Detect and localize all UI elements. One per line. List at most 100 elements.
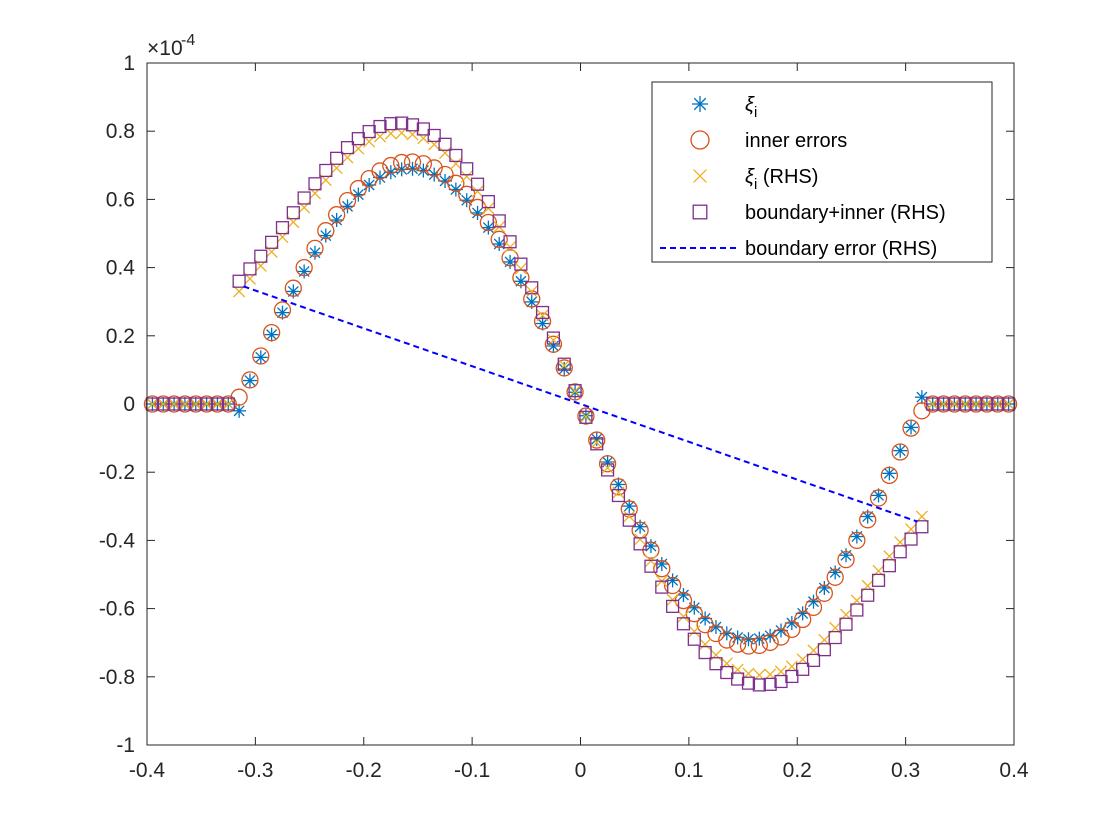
data-point (297, 264, 312, 279)
data-point (796, 662, 810, 676)
x-stroke (970, 397, 983, 411)
asterisk-stroke (482, 222, 494, 234)
data-point (535, 305, 550, 320)
x-stroke (644, 554, 658, 568)
asterisk-stroke (558, 363, 570, 375)
circle-shape (837, 550, 855, 569)
data-point (252, 347, 270, 365)
data-point (503, 240, 517, 254)
data-point (978, 395, 996, 413)
square-shape (460, 162, 474, 176)
data-point (794, 610, 812, 629)
square-shape (698, 645, 712, 660)
data-point (167, 397, 181, 411)
data-point (677, 610, 690, 623)
square-shape (731, 672, 745, 686)
data-point (297, 191, 311, 205)
data-point (449, 148, 463, 163)
data-point (471, 185, 484, 198)
data-point (395, 116, 409, 130)
data-marks (143, 116, 1018, 692)
square-shape (796, 662, 810, 676)
data-point (1002, 397, 1015, 411)
square-shape (557, 357, 571, 371)
data-point (243, 262, 257, 276)
asterisk-stroke (526, 296, 538, 308)
y-tick-label: 1 (123, 52, 135, 75)
legend-label: boundary error (RHS) (745, 238, 937, 260)
asterisk-stroke (829, 566, 841, 578)
square-shape (178, 397, 192, 411)
square-shape (286, 206, 300, 220)
square-shape (622, 513, 636, 527)
data-point (893, 443, 908, 458)
square-shape (676, 617, 691, 631)
data-point (859, 511, 877, 529)
data-point (633, 537, 647, 551)
circle-shape (349, 179, 367, 198)
asterisk-stroke (623, 500, 635, 512)
data-point (555, 359, 573, 377)
data-point (763, 677, 777, 691)
data-point (308, 177, 322, 191)
asterisk-stroke (461, 194, 473, 206)
x-tick-label: -0.3 (237, 759, 273, 782)
asterisk-stroke (808, 596, 820, 608)
circle-shape (815, 584, 833, 602)
data-point (761, 633, 779, 652)
asterisk-stroke (266, 329, 278, 341)
data-point (752, 678, 766, 692)
circle-shape (653, 560, 671, 578)
legend: ξi inner errors ξi (RHS) boundary+inner (RH… (651, 81, 993, 263)
data-point (970, 397, 983, 411)
y-scale-multiplier: ×10 -4 (147, 32, 195, 60)
data-point (470, 177, 485, 191)
circle-shape (414, 155, 433, 173)
circle-shape (891, 443, 909, 461)
data-point (959, 397, 972, 411)
data-point (728, 635, 747, 653)
x-stroke (959, 397, 972, 411)
x-tick-labels: -0.4 -0.3 -0.2 -0.1 0 0.1 0.2 0.3 0.4 (129, 759, 1029, 782)
data-point (958, 397, 972, 411)
x-tick-label: 0.3 (891, 759, 920, 782)
data-point (826, 568, 844, 586)
data-point (663, 576, 682, 595)
x-stroke (482, 202, 495, 215)
data-point (328, 206, 346, 224)
data-point (665, 573, 680, 588)
legend-marker (692, 204, 708, 220)
data-point (1001, 397, 1016, 411)
asterisk-stroke (688, 602, 700, 614)
asterisk-stroke (916, 391, 928, 403)
circle-shape (934, 395, 953, 413)
circle-shape (783, 620, 801, 639)
y-tick-label: -1 (116, 734, 135, 757)
data-point (558, 359, 571, 372)
data-point (577, 407, 595, 425)
data-point (676, 617, 691, 631)
data-point (295, 258, 313, 277)
data-point (330, 151, 344, 165)
data-point (533, 312, 552, 330)
data-point (200, 397, 213, 411)
data-point (208, 395, 227, 413)
y-scale-exponent: -4 (181, 32, 195, 49)
x-stroke (558, 359, 571, 372)
asterisk-stroke (276, 307, 288, 319)
data-point (893, 545, 907, 559)
legend-label: ξi (RHS) (745, 166, 818, 193)
circle-shape (989, 395, 1007, 413)
y-tick-label: -0.4 (99, 529, 136, 552)
legend-marker (692, 96, 708, 112)
square-shape (395, 116, 409, 130)
data-point (850, 603, 864, 617)
square-shape (265, 235, 279, 249)
asterisk-stroke (710, 621, 722, 633)
data-point (460, 170, 473, 183)
circle-shape (338, 191, 357, 210)
data-point (699, 638, 712, 651)
data-point (154, 395, 172, 413)
x-stroke (699, 638, 712, 651)
circle-shape (663, 576, 682, 595)
